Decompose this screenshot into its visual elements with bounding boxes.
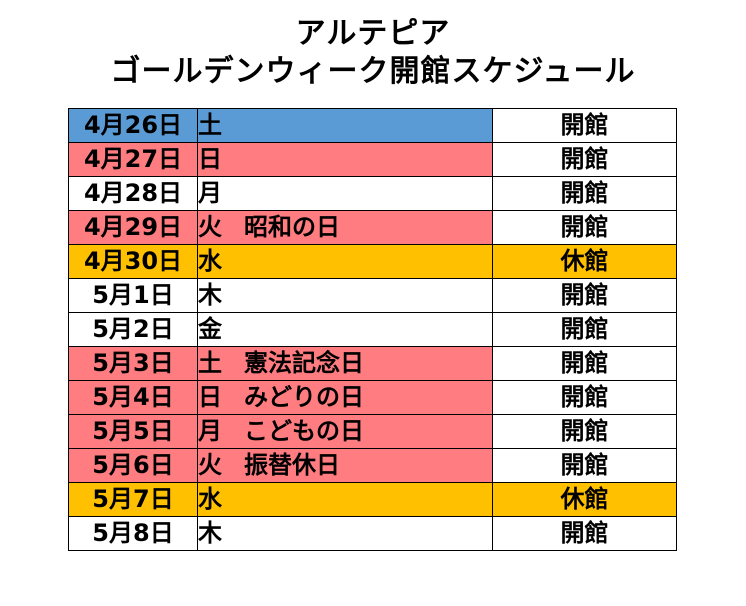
weekday-label: 日 bbox=[198, 383, 223, 411]
date-cell: 4月28日 bbox=[68, 176, 198, 211]
weekday-label: 木 bbox=[198, 519, 223, 547]
table-row: 4月26日 土 開館 bbox=[68, 108, 677, 143]
date-cell: 5月5日 bbox=[68, 414, 198, 449]
weekday-label: 月 bbox=[198, 417, 223, 445]
page-subtitle: ゴールデンウィーク開館スケジュール bbox=[110, 54, 636, 89]
weekday-label: 日 bbox=[198, 145, 223, 173]
date-cell: 5月2日 bbox=[68, 312, 198, 347]
day-cell: 月こどもの日 bbox=[197, 414, 493, 449]
weekday-label: 火 bbox=[198, 451, 223, 479]
day-cell: 金 bbox=[197, 312, 493, 347]
day-cell: 火振替休日 bbox=[197, 448, 493, 483]
status-cell: 開館 bbox=[492, 108, 677, 143]
weekday-label: 水 bbox=[198, 247, 223, 275]
status-cell: 開館 bbox=[492, 142, 677, 177]
table-row: 5月3日 土憲法記念日 開館 bbox=[68, 346, 677, 381]
status-cell: 開館 bbox=[492, 210, 677, 245]
weekday-label: 土 bbox=[198, 111, 223, 139]
status-cell: 開館 bbox=[492, 380, 677, 415]
date-cell: 5月6日 bbox=[68, 448, 198, 483]
table-row: 5月6日 火振替休日 開館 bbox=[68, 448, 677, 483]
table-row: 5月7日 水 休館 bbox=[68, 482, 677, 517]
status-cell: 休館 bbox=[492, 482, 677, 517]
day-cell: 火昭和の日 bbox=[197, 210, 493, 245]
table-row: 5月2日 金 開館 bbox=[68, 312, 677, 347]
status-cell: 開館 bbox=[492, 516, 677, 551]
day-cell: 水 bbox=[197, 244, 493, 279]
table-row: 4月30日 水 休館 bbox=[68, 244, 677, 279]
status-cell: 開館 bbox=[492, 278, 677, 313]
date-cell: 5月3日 bbox=[68, 346, 198, 381]
table-row: 5月5日 月こどもの日 開館 bbox=[68, 414, 677, 449]
weekday-label: 月 bbox=[198, 179, 223, 207]
holiday-label: 憲法記念日 bbox=[244, 349, 364, 377]
status-cell: 開館 bbox=[492, 312, 677, 347]
table-row: 5月1日 木 開館 bbox=[68, 278, 677, 313]
day-cell: 日みどりの日 bbox=[197, 380, 493, 415]
status-cell: 開館 bbox=[492, 346, 677, 381]
holiday-label: こどもの日 bbox=[244, 417, 364, 445]
day-cell: 木 bbox=[197, 516, 493, 551]
table-row: 5月4日 日みどりの日 開館 bbox=[68, 380, 677, 415]
holiday-label: みどりの日 bbox=[244, 383, 364, 411]
page-title: アルテピア bbox=[295, 16, 451, 51]
status-cell: 開館 bbox=[492, 414, 677, 449]
status-cell: 開館 bbox=[492, 448, 677, 483]
table-row: 4月29日 火昭和の日 開館 bbox=[68, 210, 677, 245]
day-cell: 木 bbox=[197, 278, 493, 313]
date-cell: 5月7日 bbox=[68, 482, 198, 517]
day-cell: 土憲法記念日 bbox=[197, 346, 493, 381]
schedule-table-body: 4月26日 土 開館 4月27日 日 開館 4月28日 月 開館 4月29日 火… bbox=[68, 108, 677, 551]
day-cell: 日 bbox=[197, 142, 493, 177]
weekday-label: 火 bbox=[198, 213, 223, 241]
date-cell: 4月26日 bbox=[68, 108, 198, 143]
date-cell: 4月27日 bbox=[68, 142, 198, 177]
table-row: 5月8日 木 開館 bbox=[68, 516, 677, 551]
day-cell: 土 bbox=[197, 108, 493, 143]
weekday-label: 水 bbox=[198, 485, 223, 513]
date-cell: 4月29日 bbox=[68, 210, 198, 245]
weekday-label: 金 bbox=[198, 315, 223, 343]
status-cell: 開館 bbox=[492, 176, 677, 211]
status-cell: 休館 bbox=[492, 244, 677, 279]
holiday-label: 振替休日 bbox=[244, 451, 340, 479]
holiday-label: 昭和の日 bbox=[244, 213, 340, 241]
day-cell: 月 bbox=[197, 176, 493, 211]
table-row: 4月28日 月 開館 bbox=[68, 176, 677, 211]
weekday-label: 木 bbox=[198, 281, 223, 309]
date-cell: 5月4日 bbox=[68, 380, 198, 415]
table-row: 4月27日 日 開館 bbox=[68, 142, 677, 177]
weekday-label: 土 bbox=[198, 349, 223, 377]
date-cell: 4月30日 bbox=[68, 244, 198, 279]
date-cell: 5月1日 bbox=[68, 278, 198, 313]
day-cell: 水 bbox=[197, 482, 493, 517]
date-cell: 5月8日 bbox=[68, 516, 198, 551]
schedule-table: 4月26日 土 開館 4月27日 日 開館 4月28日 月 開館 4月29日 火… bbox=[68, 108, 677, 551]
